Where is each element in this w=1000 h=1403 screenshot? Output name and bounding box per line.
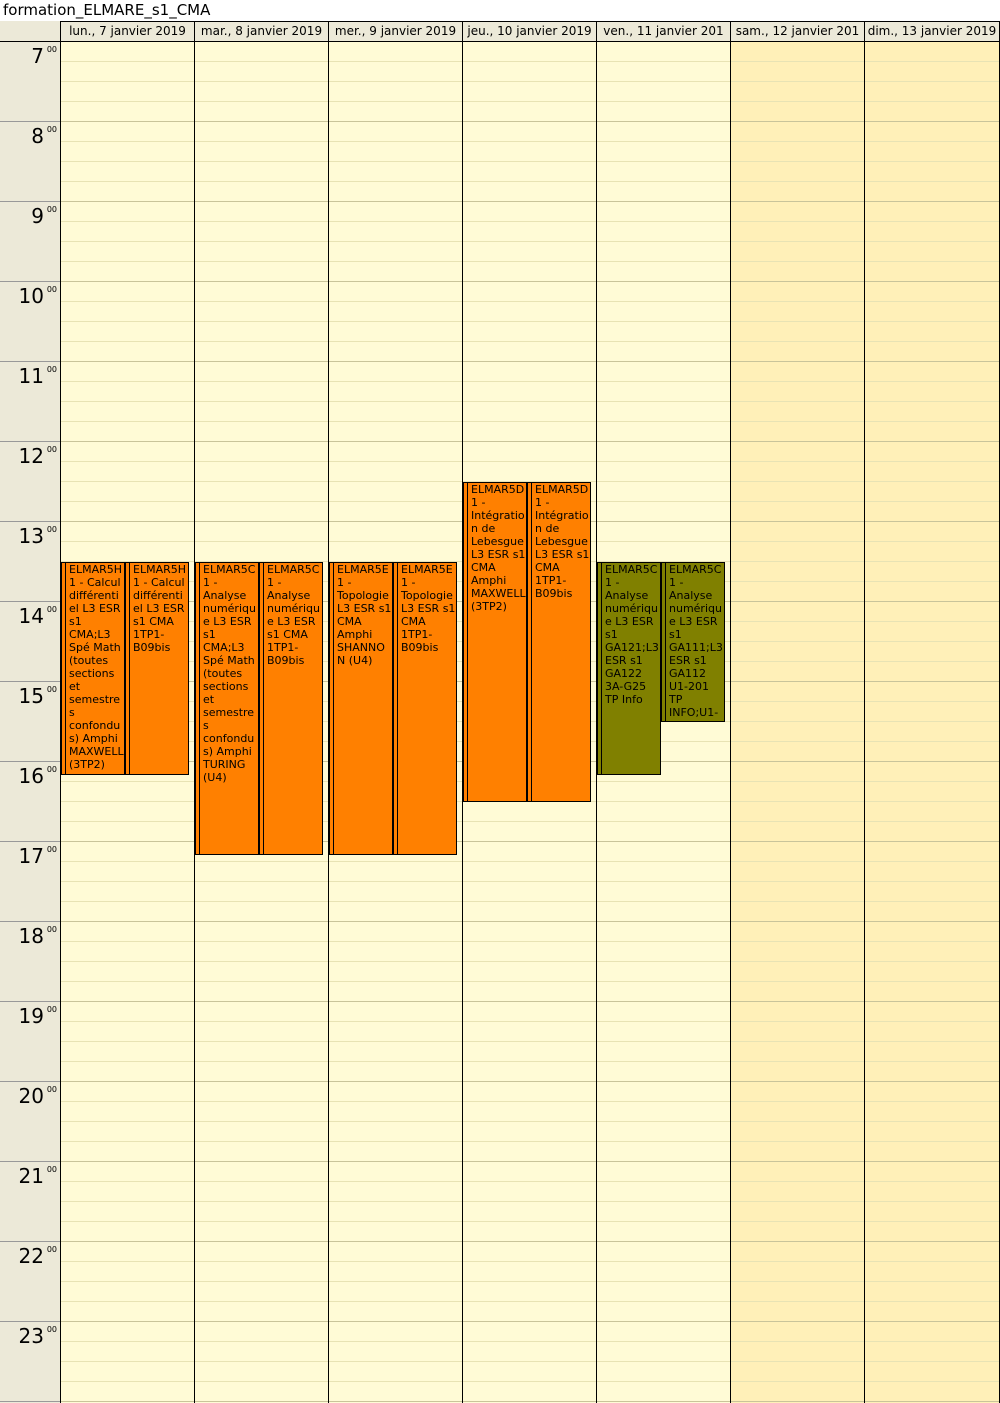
event-text: ELMAR5H1 - Calcul différentiel L3 ESR s1… xyxy=(133,563,187,654)
hour-value: 12 xyxy=(18,444,44,468)
week-calendar: lun., 7 janvier 2019 mar., 8 janvier 2019… xyxy=(0,21,1000,1403)
hour-value: 22 xyxy=(18,1244,44,1268)
hour-value: 17 xyxy=(18,844,44,868)
hour-label: 13 00 xyxy=(0,522,60,602)
hour-label: 14 00 xyxy=(0,602,60,682)
hour-value: 19 xyxy=(18,1004,44,1028)
header-corner xyxy=(0,21,61,42)
calendar-event[interactable]: ELMAR5H1 - Calcul différentiel L3 ESR s1… xyxy=(61,562,125,776)
event-text: ELMAR5E1 - Topologie L3 ESR s1 CMA Amphi… xyxy=(337,563,392,667)
hour-label: 12 00 xyxy=(0,442,60,522)
hour-minutes: 00 xyxy=(46,1245,57,1254)
hour-value: 10 xyxy=(18,284,44,308)
calendar-event[interactable]: ELMAR5E1 - Topologie L3 ESR s1 CMA Amphi… xyxy=(329,562,393,856)
hour-label: 15 00 xyxy=(0,682,60,762)
hour-value: 11 xyxy=(18,364,44,388)
hour-minutes: 00 xyxy=(46,845,57,854)
day-header[interactable]: mar., 8 janvier 2019 xyxy=(195,21,329,42)
hour-minutes: 00 xyxy=(46,765,57,774)
event-text: ELMAR5C1 - Analyse numérique L3 ESR s1 G… xyxy=(669,563,723,721)
event-text: ELMAR5D1 - Intégration de Lebesgue L3 ES… xyxy=(471,483,526,613)
calendar-event[interactable]: ELMAR5H1 - Calcul différentiel L3 ESR s1… xyxy=(125,562,189,776)
day-header[interactable]: mer., 9 janvier 2019 xyxy=(329,21,463,42)
hour-minutes: 00 xyxy=(46,1165,57,1174)
calendar-event[interactable]: ELMAR5E1 - Topologie L3 ESR s1 CMA 1TP1-… xyxy=(393,562,457,856)
calendar-event[interactable]: ELMAR5D1 - Intégration de Lebesgue L3 ES… xyxy=(527,482,591,802)
hour-value: 15 xyxy=(18,684,44,708)
hour-value: 13 xyxy=(18,524,44,548)
hour-minutes: 00 xyxy=(46,1325,57,1334)
hour-minutes: 00 xyxy=(46,925,57,934)
day-header[interactable]: lun., 7 janvier 2019 xyxy=(61,21,195,42)
time-column: 7 00 8 00 9 00 10 00 11 00 12 00 13 00 14 00 15 00 16 00 17 0… xyxy=(0,42,61,1403)
hour-minutes: 00 xyxy=(46,445,57,454)
day-header[interactable]: ven., 11 janvier 201 xyxy=(597,21,731,42)
hour-label: 22 00 xyxy=(0,1242,60,1322)
day-header[interactable]: dim., 13 janvier 2019 xyxy=(865,21,1000,42)
event-text: ELMAR5C1 - Analyse numérique L3 ESR s1 G… xyxy=(605,563,659,706)
calendar-event[interactable]: ELMAR5C1 - Analyse numérique L3 ESR s1 C… xyxy=(195,562,259,856)
hour-value: 21 xyxy=(18,1164,44,1188)
calendar-event[interactable]: ELMAR5D1 - Intégration de Lebesgue L3 ES… xyxy=(463,482,527,802)
day-column[interactable] xyxy=(731,42,865,1403)
hour-label: 11 00 xyxy=(0,362,60,442)
calendar-event[interactable]: ELMAR5C1 - Analyse numérique L3 ESR s1 G… xyxy=(661,562,725,722)
hour-value: 8 xyxy=(31,124,44,148)
hour-minutes: 00 xyxy=(46,45,57,54)
event-text: ELMAR5H1 - Calcul différentiel L3 ESR s1… xyxy=(69,563,124,771)
hour-label: 20 00 xyxy=(0,1082,60,1162)
hour-label: 9 00 xyxy=(0,202,60,282)
hour-value: 9 xyxy=(31,204,44,228)
window-title: formation_ELMARE_s1_CMA xyxy=(3,1,211,19)
hour-label: 18 00 xyxy=(0,922,60,1002)
calendar-event[interactable]: ELMAR5C1 - Analyse numérique L3 ESR s1 C… xyxy=(259,562,323,856)
event-text: ELMAR5E1 - Topologie L3 ESR s1 CMA 1TP1-… xyxy=(401,563,456,654)
hour-label: 7 00 xyxy=(0,42,60,122)
hour-label: 16 00 xyxy=(0,762,60,842)
hour-minutes: 00 xyxy=(46,685,57,694)
hour-value: 20 xyxy=(18,1084,44,1108)
hour-label: 23 00 xyxy=(0,1322,60,1402)
hour-minutes: 00 xyxy=(46,125,57,134)
day-header[interactable]: jeu., 10 janvier 2019 xyxy=(463,21,597,42)
hour-minutes: 00 xyxy=(46,1005,57,1014)
hour-minutes: 00 xyxy=(46,285,57,294)
hour-minutes: 00 xyxy=(46,605,57,614)
calendar-event[interactable]: ELMAR5C1 - Analyse numérique L3 ESR s1 G… xyxy=(597,562,661,776)
event-text: ELMAR5D1 - Intégration de Lebesgue L3 ES… xyxy=(535,483,590,600)
hour-value: 23 xyxy=(18,1324,44,1348)
hour-value: 7 xyxy=(31,44,44,68)
hour-label: 19 00 xyxy=(0,1002,60,1082)
event-text: ELMAR5C1 - Analyse numérique L3 ESR s1 C… xyxy=(267,563,320,667)
hour-minutes: 00 xyxy=(46,525,57,534)
day-header[interactable]: sam., 12 janvier 201 xyxy=(731,21,865,42)
day-column[interactable] xyxy=(865,42,1000,1403)
hour-label: 21 00 xyxy=(0,1162,60,1242)
hour-value: 14 xyxy=(18,604,44,628)
hour-minutes: 00 xyxy=(46,365,57,374)
hour-minutes: 00 xyxy=(46,1085,57,1094)
event-text: ELMAR5C1 - Analyse numérique L3 ESR s1 C… xyxy=(203,563,256,784)
hour-label: 8 00 xyxy=(0,122,60,202)
hour-minutes: 00 xyxy=(46,205,57,214)
hour-label: 17 00 xyxy=(0,842,60,922)
hour-label: 10 00 xyxy=(0,282,60,362)
hour-value: 16 xyxy=(18,764,44,788)
hour-value: 18 xyxy=(18,924,44,948)
